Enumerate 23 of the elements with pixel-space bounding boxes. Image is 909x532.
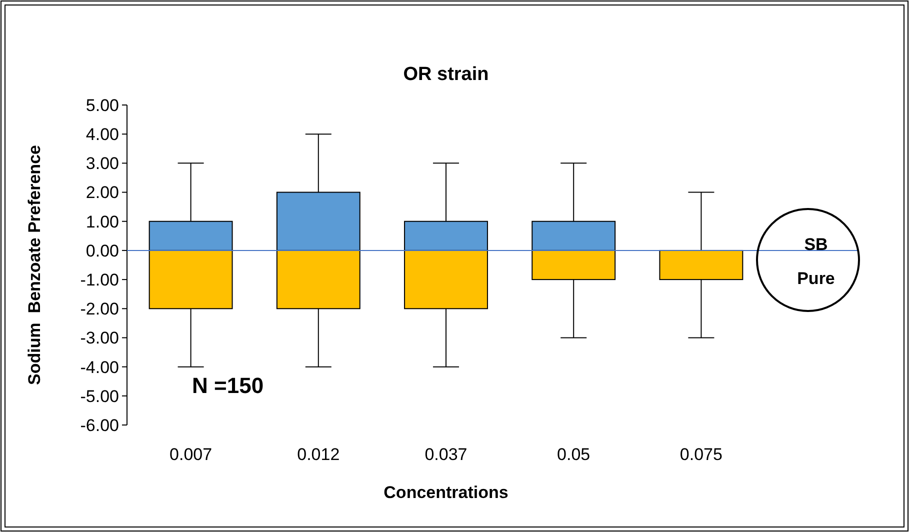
annotation: SB bbox=[804, 235, 828, 254]
x-tick-label: 0.012 bbox=[297, 445, 340, 464]
y-tick-label: 0.00 bbox=[86, 241, 119, 260]
y-tick-label: 5.00 bbox=[86, 96, 119, 115]
x-tick-label: 0.037 bbox=[424, 445, 468, 464]
annotation: N =150 bbox=[192, 373, 264, 398]
y-tick-label: -5.00 bbox=[80, 386, 119, 406]
y-axis-title: Sodium Benzoate Preference bbox=[25, 145, 44, 385]
y-tick-label: 1.00 bbox=[86, 212, 119, 232]
x-tick-label: 0.007 bbox=[170, 445, 212, 464]
chart-title: OR strain bbox=[403, 64, 489, 85]
x-tick-label: 0.075 bbox=[680, 445, 722, 464]
y-tick-label: -6.00 bbox=[80, 416, 119, 435]
annotation: Pure bbox=[797, 269, 835, 288]
y-tick-label: -1.00 bbox=[80, 270, 119, 290]
y-tick-label: 3.00 bbox=[86, 154, 119, 174]
x-axis-title: Concentrations bbox=[384, 483, 508, 502]
y-tick-label: 2.00 bbox=[86, 183, 119, 202]
x-tick-label: 0.05 bbox=[557, 445, 590, 464]
y-tick-label: 4.00 bbox=[86, 125, 119, 144]
y-tick-label: -3.00 bbox=[80, 328, 119, 348]
y-tick-label: -4.00 bbox=[80, 358, 119, 377]
y-tick-label: -2.00 bbox=[80, 300, 119, 319]
